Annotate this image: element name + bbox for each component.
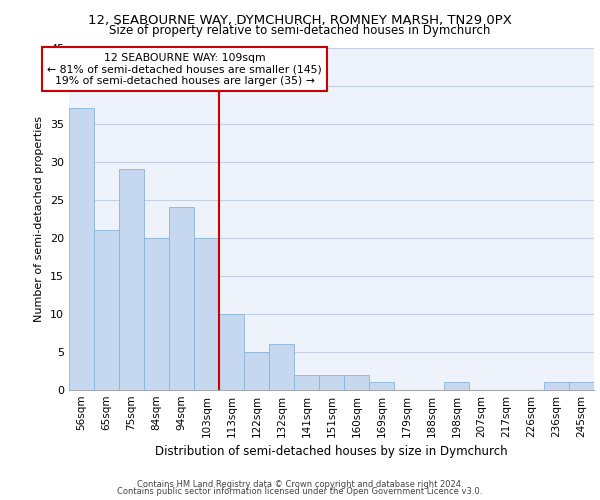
Bar bbox=[194, 238, 219, 390]
Bar bbox=[569, 382, 594, 390]
Text: 12 SEABOURNE WAY: 109sqm
← 81% of semi-detached houses are smaller (145)
19% of : 12 SEABOURNE WAY: 109sqm ← 81% of semi-d… bbox=[47, 52, 322, 86]
Bar bbox=[144, 238, 169, 390]
Bar bbox=[294, 375, 319, 390]
Bar bbox=[169, 208, 194, 390]
Text: Contains HM Land Registry data © Crown copyright and database right 2024.: Contains HM Land Registry data © Crown c… bbox=[137, 480, 463, 489]
Bar bbox=[444, 382, 469, 390]
Bar bbox=[544, 382, 569, 390]
Text: Size of property relative to semi-detached houses in Dymchurch: Size of property relative to semi-detach… bbox=[109, 24, 491, 37]
Bar bbox=[219, 314, 244, 390]
Bar bbox=[244, 352, 269, 390]
Text: Contains public sector information licensed under the Open Government Licence v3: Contains public sector information licen… bbox=[118, 487, 482, 496]
Bar bbox=[94, 230, 119, 390]
Bar bbox=[269, 344, 294, 390]
Bar bbox=[319, 375, 344, 390]
Bar bbox=[69, 108, 94, 390]
X-axis label: Distribution of semi-detached houses by size in Dymchurch: Distribution of semi-detached houses by … bbox=[155, 446, 508, 458]
Text: 12, SEABOURNE WAY, DYMCHURCH, ROMNEY MARSH, TN29 0PX: 12, SEABOURNE WAY, DYMCHURCH, ROMNEY MAR… bbox=[88, 14, 512, 27]
Y-axis label: Number of semi-detached properties: Number of semi-detached properties bbox=[34, 116, 44, 322]
Bar bbox=[344, 375, 369, 390]
Bar bbox=[119, 170, 144, 390]
Bar bbox=[369, 382, 394, 390]
